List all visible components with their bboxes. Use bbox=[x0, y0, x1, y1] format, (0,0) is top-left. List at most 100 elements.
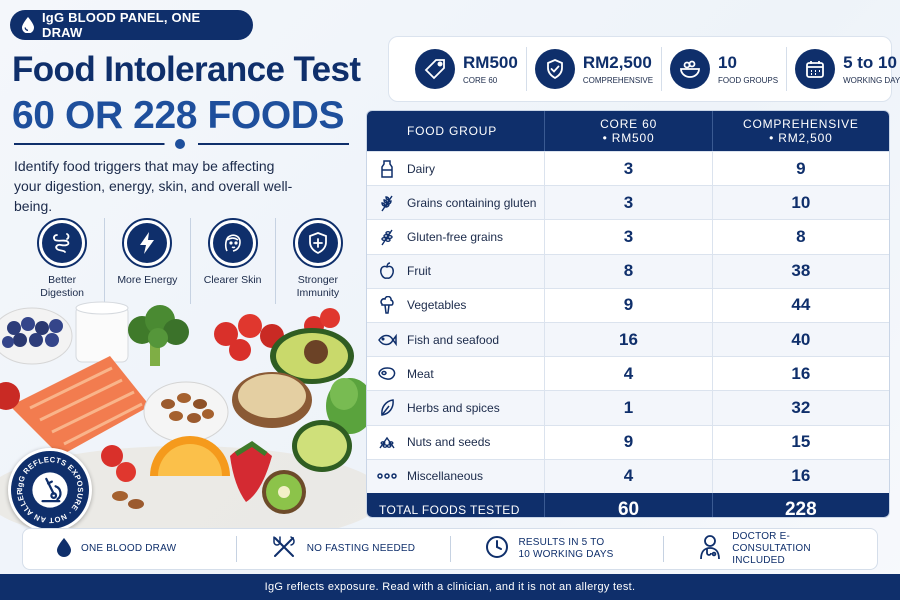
table-row: Vegetables 9 44 bbox=[367, 287, 889, 322]
intro-text: Identify food triggers that may be affec… bbox=[14, 158, 293, 214]
shield-check-icon bbox=[534, 49, 575, 89]
face-icon bbox=[212, 223, 253, 263]
row-food-group: Herbs and spices bbox=[367, 391, 544, 424]
row-food-group: Nuts and seeds bbox=[367, 426, 544, 459]
apple-icon bbox=[367, 262, 407, 280]
benefit-immunity: Stronger Immunity bbox=[276, 218, 360, 304]
row-food-group: Miscellaneous bbox=[367, 460, 544, 493]
table-row: Herbs and spices 1 32 bbox=[367, 390, 889, 425]
panel-badge-text: IgG BLOOD PANEL, ONE DRAW bbox=[42, 10, 201, 40]
row-comprehensive-count: 16 bbox=[711, 357, 889, 391]
benefit-label: Stronger Immunity bbox=[296, 274, 340, 299]
blood-drop-icon bbox=[57, 537, 71, 561]
avocado-half bbox=[270, 328, 354, 384]
header-comprehensive: COMPREHENSIVE • RM2,500 bbox=[711, 111, 889, 151]
kiwi bbox=[262, 470, 306, 514]
avocado-half-2 bbox=[292, 420, 352, 472]
row-core-count: 9 bbox=[544, 288, 711, 322]
grain-icon bbox=[367, 228, 407, 246]
row-food-group: Fruit bbox=[367, 255, 544, 288]
lettuce bbox=[326, 378, 370, 434]
steak-icon bbox=[367, 366, 407, 382]
stat-value: 5 to 10 bbox=[843, 53, 897, 72]
stat-turnaround: 5 to 10 WORKING DAYS bbox=[787, 47, 900, 91]
stat-value: RM2,500 bbox=[582, 53, 652, 72]
food-group-table: FOOD GROUP CORE 60 • RM500 COMPREHENSIVE •… bbox=[366, 110, 890, 518]
row-label: Fruit bbox=[407, 264, 431, 279]
row-label: Dairy bbox=[407, 161, 436, 176]
row-label: Herbs and spices bbox=[407, 400, 500, 415]
clock-icon bbox=[485, 535, 509, 563]
benefit-skin: Clearer Skin bbox=[191, 218, 276, 304]
row-comprehensive-count: 16 bbox=[711, 459, 889, 493]
feature-doctor-consult: DOCTOR E-CONSULTATION INCLUDED bbox=[664, 531, 877, 566]
row-comprehensive-count: 40 bbox=[711, 322, 889, 357]
benefit-digestion: Better Digestion bbox=[20, 218, 106, 304]
header-core: CORE 60 • RM500 bbox=[544, 111, 711, 151]
microscope-icon bbox=[41, 477, 62, 503]
shield-plus-icon bbox=[297, 223, 338, 263]
doctor-icon bbox=[698, 534, 722, 564]
stat-label: CORE 60 bbox=[463, 76, 498, 85]
row-comprehensive-count: 44 bbox=[711, 288, 889, 322]
stat-comp-price: RM2,500 COMPREHENSIVE bbox=[527, 47, 663, 91]
stat-label: FOOD GROUPS bbox=[718, 76, 779, 85]
stat-label: COMPREHENSIVE bbox=[582, 76, 654, 85]
table-header: FOOD GROUP CORE 60 • RM500 COMPREHENSIVE •… bbox=[367, 111, 889, 151]
row-label: Fish and seafood bbox=[407, 332, 500, 347]
dots-icon bbox=[367, 472, 407, 480]
leaf-icon bbox=[367, 399, 407, 417]
header-food-group: FOOD GROUP bbox=[407, 124, 498, 138]
lightning-icon bbox=[127, 223, 168, 263]
row-food-group: Vegetables bbox=[367, 289, 544, 322]
calendar-icon bbox=[795, 49, 836, 89]
orange-slice bbox=[150, 436, 230, 476]
row-core-count: 9 bbox=[544, 425, 711, 459]
fish-icon bbox=[367, 333, 407, 347]
total-label: TOTAL FOODS TESTED bbox=[379, 502, 520, 517]
total-core: 60 bbox=[544, 492, 711, 517]
stat-food-groups: 10 FOOD GROUPS bbox=[662, 47, 788, 91]
intestine-icon bbox=[42, 223, 83, 263]
table-row: Fruit 8 38 bbox=[367, 253, 889, 288]
row-core-count: 4 bbox=[544, 459, 711, 493]
row-comprehensive-count: 10 bbox=[711, 186, 889, 220]
row-comprehensive-count: 38 bbox=[711, 254, 889, 288]
exposure-seal: IgG REFLECTS EXPOSURE · NOT AN ALLERGY T… bbox=[8, 448, 92, 532]
utensils-icon bbox=[271, 535, 297, 563]
row-comprehensive-count: 15 bbox=[711, 425, 889, 459]
row-core-count: 4 bbox=[544, 357, 711, 391]
salad-bowl-icon bbox=[670, 49, 711, 89]
stat-value: RM500 bbox=[463, 53, 518, 72]
broccoli bbox=[128, 305, 189, 366]
table-row: Meat 4 16 bbox=[367, 356, 889, 391]
benefit-label: Clearer Skin bbox=[203, 274, 262, 286]
table-row: Grains containing gluten 3 10 bbox=[367, 185, 889, 220]
row-food-group: Meat bbox=[367, 357, 544, 390]
stat-label: WORKING DAYS bbox=[843, 76, 900, 85]
panel-badge: IgG BLOOD PANEL, ONE DRAW bbox=[10, 10, 253, 40]
blood-drop-icon bbox=[22, 17, 34, 33]
table-total-row: TOTAL FOODS TESTED 60 228 bbox=[367, 492, 889, 517]
row-comprehensive-count: 32 bbox=[711, 391, 889, 425]
table-row: Miscellaneous 4 16 bbox=[367, 458, 889, 493]
row-food-group: Gluten-free grains bbox=[367, 220, 544, 253]
row-core-count: 16 bbox=[544, 322, 711, 357]
salmon-fillet bbox=[10, 356, 150, 456]
benefit-label: More Energy bbox=[117, 274, 178, 286]
row-food-group: Dairy bbox=[367, 152, 544, 185]
stats-card: RM500 CORE 60 RM2,500 COMPREHENSIVE 10 F… bbox=[388, 36, 900, 102]
table-body: Dairy 3 9 Grains containing gluten 3 10 Gluten… bbox=[367, 151, 889, 493]
benefit-energy: More Energy bbox=[105, 218, 191, 304]
broccoli-icon bbox=[367, 296, 407, 315]
row-core-count: 3 bbox=[544, 220, 711, 254]
row-label: Vegetables bbox=[407, 298, 467, 313]
row-label: Meat bbox=[407, 366, 434, 381]
blueberry-bowl bbox=[0, 307, 73, 365]
almond-bowl bbox=[143, 381, 229, 443]
total-comprehensive: 228 bbox=[711, 492, 889, 517]
price-tag-icon bbox=[415, 49, 455, 89]
stat-core-price: RM500 CORE 60 bbox=[389, 47, 527, 91]
row-label: Miscellaneous bbox=[407, 469, 484, 484]
features-strip: ONE BLOOD DRAW NO FASTING NEEDED RESULTS… bbox=[22, 528, 878, 570]
